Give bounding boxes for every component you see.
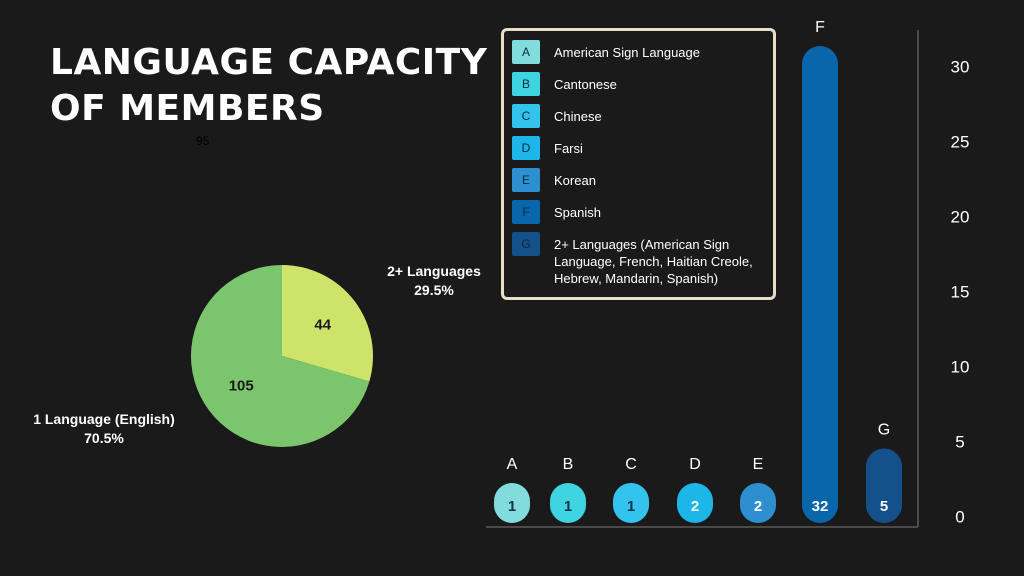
bar-b <box>550 483 586 523</box>
legend-swatch-e: E <box>512 168 540 192</box>
legend-label-c: Chinese <box>554 109 602 124</box>
bar-legend: A American Sign Language B Cantonese C C… <box>501 28 776 300</box>
legend-item-e: E Korean <box>512 168 769 192</box>
y-tick-label-15: 15 <box>951 282 970 301</box>
bar-f <box>802 46 838 523</box>
legend-swatch-a: A <box>512 40 540 64</box>
pie-outer-label-single: 1 Language (English) 70.5% <box>20 410 188 448</box>
bar-value-label-b: 1 <box>564 498 572 515</box>
bar-category-label-c: C <box>625 456 637 473</box>
title-line-2: OF MEMBERS <box>50 88 325 129</box>
pie-slice-1 <box>191 265 370 448</box>
legend-swatch-c: C <box>512 104 540 128</box>
legend-item-d: D Farsi <box>512 136 769 160</box>
pie-label-name-multi: 2+ Languages <box>387 263 481 279</box>
bar-value-label-g: 5 <box>880 498 888 515</box>
page-title: LANGUAGE CAPACITY OF MEMBERS <box>50 40 487 132</box>
pie-outer-label-multi: 2+ Languages 29.5% <box>372 262 496 300</box>
bar-g <box>866 448 902 523</box>
y-tick-label-25: 25 <box>951 132 970 151</box>
pie-value-label-1: 105 <box>229 378 254 395</box>
bar-c <box>613 483 649 523</box>
legend-item-f: F Spanish <box>512 200 769 224</box>
pie-label-percent-single: 70.5% <box>84 430 124 446</box>
title-line-1: LANGUAGE CAPACITY <box>50 42 488 83</box>
legend-label-d: Farsi <box>554 141 583 156</box>
legend-label-a: American Sign Language <box>554 45 700 60</box>
bar-category-label-a: A <box>507 456 518 473</box>
legend-item-b: B Cantonese <box>512 72 769 96</box>
bar-category-label-g: G <box>878 422 890 439</box>
bar-value-label-f: 32 <box>812 498 829 515</box>
y-tick-label-0: 0 <box>955 507 964 526</box>
legend-label-b: Cantonese <box>554 77 617 92</box>
bar-value-label-c: 1 <box>627 498 635 515</box>
bar-value-label-a: 1 <box>508 498 516 515</box>
legend-swatch-f: F <box>512 200 540 224</box>
bar-category-label-f: F <box>815 19 825 36</box>
legend-item-g: G 2+ Languages (American Sign Language, … <box>512 232 769 287</box>
bar-value-label-e: 2 <box>754 498 762 515</box>
bar-d <box>677 483 713 523</box>
legend-item-a: A American Sign Language <box>512 40 769 64</box>
legend-label-f: Spanish <box>554 205 601 220</box>
bar-e <box>740 483 776 523</box>
pie-label-percent-multi: 29.5% <box>414 282 454 298</box>
bar-a <box>494 483 530 523</box>
legend-label-e: Korean <box>554 173 596 188</box>
pie-value-label-0: 44 <box>314 316 331 333</box>
bar-category-label-d: D <box>689 456 701 473</box>
legend-item-c: C Chinese <box>512 104 769 128</box>
bar-category-label-e: E <box>753 456 764 473</box>
y-tick-label-20: 20 <box>951 207 970 226</box>
legend-swatch-b: B <box>512 72 540 96</box>
bar-value-label-d: 2 <box>691 498 699 515</box>
y-tick-label-10: 10 <box>951 357 970 376</box>
y-tick-label-5: 5 <box>955 432 964 451</box>
pie-label-name-single: 1 Language (English) <box>33 411 175 427</box>
y-tick-label-30: 30 <box>951 57 970 76</box>
legend-swatch-d: D <box>512 136 540 160</box>
legend-label-g: 2+ Languages (American Sign Language, Fr… <box>554 237 753 286</box>
stray-number-label: 95 <box>196 134 210 148</box>
bar-category-label-b: B <box>563 456 574 473</box>
pie-slice-0 <box>282 265 373 382</box>
legend-swatch-g: G <box>512 232 540 256</box>
